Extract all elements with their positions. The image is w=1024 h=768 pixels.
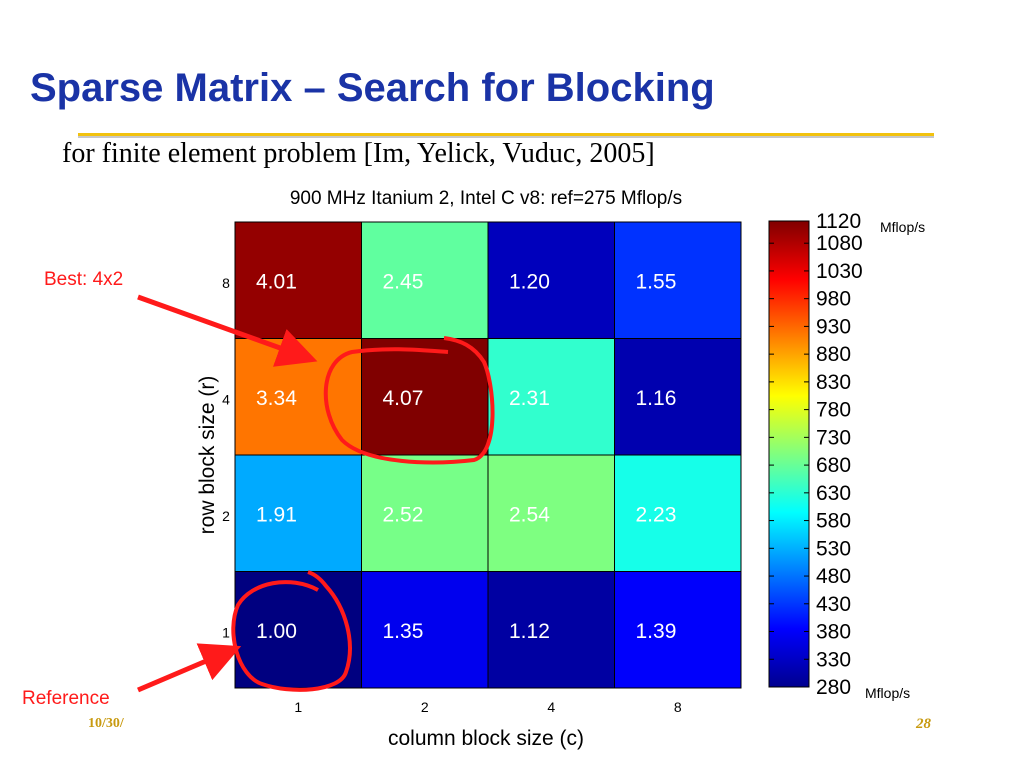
colorbar-tick-label: 580 [816, 510, 851, 533]
cell-value-label: 4.01 [256, 270, 297, 293]
y-axis-label: row block size (r) [196, 376, 219, 535]
cell-value-label: 2.23 [636, 503, 677, 526]
colorbar-tick-label: 980 [816, 288, 851, 311]
reference-circle [231, 570, 352, 692]
heatmap-cell-r8-c4 [487, 221, 615, 339]
colorbar-unit-bottom: Mflop/s [865, 685, 910, 701]
cell-value-label: 2.52 [383, 503, 424, 526]
heatmap-cell-r4-c8 [614, 338, 742, 456]
y-tick-label: 2 [222, 508, 230, 524]
heatmap-cell-r8-c8 [614, 221, 742, 339]
title-rule [78, 133, 934, 136]
colorbar-tick-label: 1080 [816, 232, 863, 255]
colorbar-tick-label: 1030 [816, 260, 863, 283]
colorbar-tick-label: 880 [816, 343, 851, 366]
y-tick-label: 8 [222, 275, 230, 291]
cell-value-label: 1.12 [509, 620, 550, 643]
x-tick-label: 8 [674, 699, 682, 715]
colorbar-tick-label: 330 [816, 648, 851, 671]
best-annotation-label: Best: 4x2 [44, 269, 123, 290]
best-arrow [137, 294, 318, 367]
cell-value-label: 2.54 [509, 503, 550, 526]
x-tick-label: 2 [421, 699, 429, 715]
cell-value-label: 1.16 [636, 387, 677, 410]
heatmap-cell-r1-c4 [487, 571, 615, 689]
reference-annotation-label: Reference [22, 688, 110, 709]
x-axis-label: column block size (c) [388, 727, 584, 750]
x-tick-label: 1 [294, 699, 302, 715]
heatmap-cell-r2-c1 [234, 454, 362, 572]
cell-value-label: 3.34 [256, 387, 297, 410]
cell-value-label: 1.91 [256, 503, 297, 526]
x-tick-label: 4 [547, 699, 555, 715]
y-tick-label: 1 [222, 625, 230, 641]
reference-arrow [137, 643, 242, 693]
heatmap-cell-r2-c8 [614, 454, 742, 572]
heatmap-cell-r2-c2 [361, 454, 489, 572]
colorbar [768, 220, 810, 688]
colorbar-tick-label: 730 [816, 426, 851, 449]
colorbar-tick-label: 280 [816, 676, 851, 699]
heatmap-cells: 1.00 1.35 1.12 1.39 1.91 2.52 2.54 2.23 3.34 4.07… [234, 221, 742, 689]
colorbar-tick-label: 430 [816, 593, 851, 616]
colorbar-tick-label: 930 [816, 315, 851, 338]
chart-title: 900 MHz Itanium 2, Intel C v8: ref=275 M… [290, 188, 682, 209]
x-tick-labels: 1 2 4 8 [294, 699, 682, 715]
cell-value-label: 1.35 [383, 620, 424, 643]
heatmap-cell-r4-c4 [487, 338, 615, 456]
y-tick-labels: 1 2 4 8 [222, 275, 230, 641]
footer-date: 10/30/ [88, 716, 124, 731]
slide-title: Sparse Matrix – Search for Blocking [30, 66, 715, 110]
heatmap-cell-r1-c8 [614, 571, 742, 689]
heatmap-cell-r8-c1 [234, 221, 362, 339]
colorbar-tick-label: 380 [816, 621, 851, 644]
heatmap-cell-r8-c2 [361, 221, 489, 339]
colorbar-tick-label: 630 [816, 482, 851, 505]
cell-value-label: 2.31 [509, 387, 550, 410]
slide-subtitle: for finite element problem [Im, Yelick, … [62, 138, 655, 169]
cell-value-label: 1.20 [509, 270, 550, 293]
cell-value-label: 4.07 [383, 387, 424, 410]
cell-value-label: 2.45 [383, 270, 424, 293]
heatmap-cell-r4-c2 [361, 338, 489, 456]
best-circle [323, 336, 495, 465]
cell-value-label: 1.00 [256, 620, 297, 643]
cell-value-label: 1.55 [636, 270, 677, 293]
cell-value-label: 1.39 [636, 620, 677, 643]
colorbar-tick-label: 830 [816, 371, 851, 394]
colorbar-tick-label: 530 [816, 537, 851, 560]
colorbar-tick-label: 680 [816, 454, 851, 477]
colorbar-tick-label: 1120 [816, 210, 861, 233]
heatmap-cell-r1-c2 [361, 571, 489, 689]
colorbar-tick-label: 480 [816, 565, 851, 588]
colorbar-unit-top: Mflop/s [880, 219, 925, 235]
heatmap-cell-r2-c4 [487, 454, 615, 572]
page-number: 28 [916, 716, 931, 732]
y-tick-label: 4 [222, 392, 230, 408]
colorbar-tick-label: 780 [816, 399, 851, 422]
